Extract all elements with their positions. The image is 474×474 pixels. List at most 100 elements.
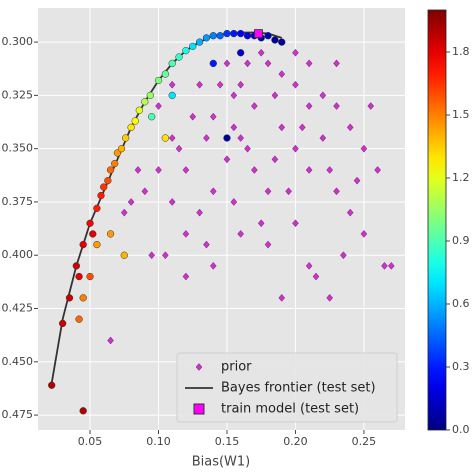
prior-point: [333, 102, 340, 110]
x-axis-label: Bias(W1): [192, 455, 251, 470]
prior-point: [251, 102, 258, 110]
prior-point: [237, 80, 245, 89]
frontier-point: [237, 49, 245, 57]
frontier-point: [223, 134, 231, 142]
y-tick-label: 0.350: [2, 142, 34, 155]
prior-point: [278, 293, 286, 302]
train-point: [254, 29, 263, 38]
prior-point: [374, 166, 381, 174]
frontier-point: [93, 204, 101, 212]
frontier-point: [278, 38, 286, 46]
colorbar-tick-label: 0.9: [452, 234, 470, 247]
colorbar-tick-label: 0.0: [452, 423, 470, 436]
x-tick-label: 0.05: [78, 435, 103, 448]
legend-label: prior: [221, 360, 252, 375]
y-tick-label: 0.475: [2, 408, 34, 421]
prior-point: [326, 166, 334, 174]
prior-point: [196, 80, 203, 89]
prior-point: [292, 48, 299, 57]
prior-point: [264, 187, 272, 196]
colorbar-tick-label: 1.8: [452, 45, 470, 58]
legend-label: Bayes frontier (test set): [221, 381, 376, 396]
frontier-point: [195, 38, 204, 46]
prior-point: [189, 112, 197, 121]
frontier-point: [168, 91, 176, 100]
x-tick-label: 0.25: [352, 435, 377, 448]
legend-box: [176, 352, 398, 423]
prior-point: [298, 123, 306, 132]
frontier-point: [223, 29, 231, 38]
legend-label: train model (test set): [221, 402, 359, 417]
prior-point: [251, 166, 258, 174]
prior-point: [203, 240, 210, 249]
prior-point: [168, 134, 176, 142]
prior-point: [257, 219, 265, 228]
prior-point: [257, 48, 265, 57]
prior-point: [107, 336, 114, 345]
prior-point: [271, 91, 279, 100]
prior-point: [346, 208, 354, 217]
prior-point: [223, 59, 231, 68]
x-tick-label: 0.20: [283, 435, 308, 448]
frontier-point: [148, 113, 156, 121]
frontier-point: [79, 240, 87, 249]
prior-point: [340, 251, 347, 260]
frontier-point: [48, 381, 56, 389]
frontier-point: [230, 29, 238, 38]
prior-point: [175, 144, 183, 153]
frontier-point: [89, 230, 97, 238]
prior-point: [141, 187, 149, 196]
colorbar-tick-label: 1.2: [452, 171, 470, 184]
frontier-point: [161, 134, 170, 142]
prior-point: [333, 187, 340, 196]
prior-point: [203, 134, 210, 142]
frontier-point: [216, 32, 224, 40]
prior-point: [305, 166, 313, 174]
y-tick-label: 0.375: [2, 195, 34, 208]
prior-point: [319, 91, 327, 100]
prior-point: [271, 155, 279, 164]
x-tick-label: 0.15: [215, 435, 240, 448]
y-tick-label: 0.325: [2, 88, 34, 101]
prior-point: [182, 230, 190, 238]
frontier-point: [264, 32, 272, 40]
prior-point: [134, 166, 142, 174]
prior-point: [209, 112, 217, 121]
frontier-point: [72, 262, 80, 270]
prior-point: [360, 230, 368, 238]
frontier-point: [209, 59, 217, 68]
prior-point: [168, 80, 176, 89]
legend-marker: [195, 363, 203, 371]
prior-point: [237, 230, 245, 238]
prior-point: [326, 293, 334, 302]
prior-point: [244, 59, 251, 68]
frontier-point: [79, 407, 87, 415]
prior-point: [305, 102, 313, 110]
prior-point: [209, 262, 217, 270]
frontier-point: [175, 53, 183, 61]
prior-point: [182, 166, 190, 174]
y-tick-label: 0.450: [2, 355, 34, 368]
prior-point: [278, 70, 286, 78]
frontier-point: [182, 46, 190, 55]
prior-point: [196, 208, 203, 217]
prior-point: [237, 134, 245, 142]
colorbar-tick-label: 0.6: [452, 297, 470, 310]
prior-point: [387, 262, 395, 270]
prior-point: [244, 144, 251, 153]
prior-point: [230, 123, 238, 132]
frontier-point: [117, 145, 126, 153]
frontier-point: [168, 59, 176, 68]
prior-point: [319, 134, 327, 142]
prior-point: [127, 198, 135, 206]
plot-area: [48, 29, 395, 415]
colorbar-tick-label: 0.3: [452, 360, 470, 373]
frontier-point: [75, 315, 83, 323]
frontier-point: [161, 70, 170, 78]
prior-point: [305, 59, 313, 68]
frontier-point: [135, 106, 143, 114]
frontier-point: [131, 117, 139, 125]
prior-point: [292, 144, 299, 153]
prior-point: [367, 102, 375, 110]
